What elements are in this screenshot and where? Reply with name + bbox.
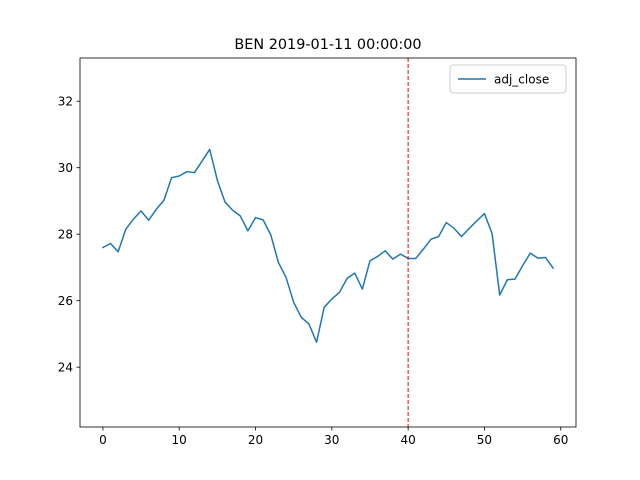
plot-area bbox=[79, 57, 577, 428]
x-tick-label: 50 bbox=[477, 433, 492, 447]
y-tick-label: 26 bbox=[58, 294, 73, 308]
y-tick-label: 30 bbox=[58, 161, 73, 175]
x-tick-label: 40 bbox=[400, 433, 415, 447]
x-tick-label: 20 bbox=[248, 433, 263, 447]
chart-title: BEN 2019-01-11 00:00:00 bbox=[234, 37, 421, 53]
x-axis: 0 10 20 30 40 50 60 bbox=[99, 427, 568, 447]
legend-box bbox=[449, 64, 567, 94]
y-axis: 24 26 28 30 32 bbox=[58, 95, 80, 374]
x-tick-label: 60 bbox=[553, 433, 568, 447]
x-tick-label: 10 bbox=[172, 433, 187, 447]
axes-frame bbox=[79, 57, 577, 428]
y-tick-label: 28 bbox=[58, 227, 73, 241]
x-tick-label: 30 bbox=[324, 433, 339, 447]
x-tick-label: 0 bbox=[99, 433, 107, 447]
legend-label-adj_close: adj_close bbox=[494, 72, 549, 86]
legend: adj_close bbox=[449, 64, 567, 94]
y-tick-label: 32 bbox=[58, 95, 73, 109]
series-line-adj_close bbox=[101, 148, 555, 343]
y-tick-label: 24 bbox=[58, 360, 73, 374]
